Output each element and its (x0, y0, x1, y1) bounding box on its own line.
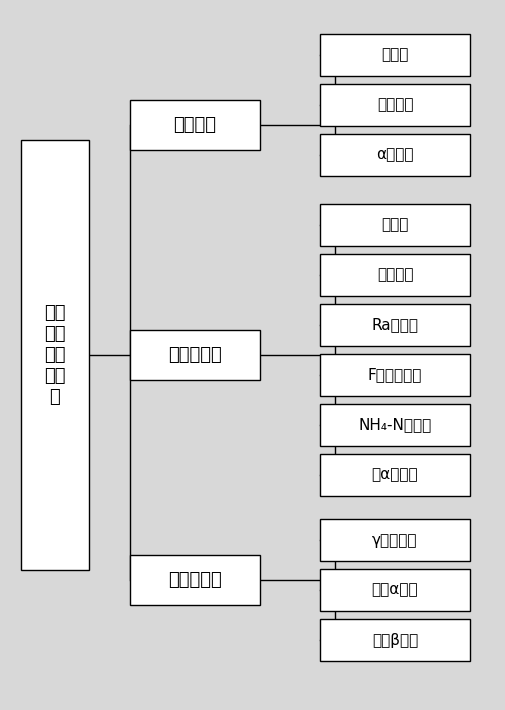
Text: 钇的含量: 钇的含量 (377, 268, 413, 283)
FancyBboxPatch shape (320, 569, 470, 611)
Text: 尾矿
库环
境指
标体
系: 尾矿 库环 境指 标体 系 (44, 305, 66, 405)
FancyBboxPatch shape (320, 254, 470, 296)
FancyBboxPatch shape (320, 304, 470, 346)
Text: α气溶胶: α气溶胶 (376, 148, 414, 163)
FancyBboxPatch shape (320, 404, 470, 446)
Text: F离子的含量: F离子的含量 (368, 368, 422, 383)
Text: 氡析出率: 氡析出率 (377, 97, 413, 112)
Text: 总α的水平: 总α的水平 (372, 467, 418, 483)
FancyBboxPatch shape (130, 100, 260, 150)
FancyBboxPatch shape (21, 140, 89, 570)
Text: Ra的含量: Ra的含量 (372, 317, 419, 332)
FancyBboxPatch shape (320, 134, 470, 176)
FancyBboxPatch shape (320, 619, 470, 661)
Text: 表面α污染: 表面α污染 (372, 582, 418, 598)
Text: 尾矿库渗水: 尾矿库渗水 (168, 346, 222, 364)
FancyBboxPatch shape (130, 330, 260, 380)
Text: 氡浓度: 氡浓度 (381, 48, 409, 62)
Text: 酸硷度: 酸硷度 (381, 217, 409, 232)
Text: 大气环境: 大气环境 (174, 116, 217, 134)
Text: NH₄-N的含量: NH₄-N的含量 (359, 417, 432, 432)
FancyBboxPatch shape (320, 519, 470, 561)
FancyBboxPatch shape (320, 34, 470, 76)
Text: 表面β污染: 表面β污染 (372, 633, 418, 648)
FancyBboxPatch shape (320, 84, 470, 126)
FancyBboxPatch shape (320, 454, 470, 496)
Text: 放射性污染: 放射性污染 (168, 571, 222, 589)
FancyBboxPatch shape (320, 354, 470, 396)
FancyBboxPatch shape (320, 204, 470, 246)
FancyBboxPatch shape (130, 555, 260, 605)
Text: γ辐射污染: γ辐射污染 (372, 532, 418, 547)
